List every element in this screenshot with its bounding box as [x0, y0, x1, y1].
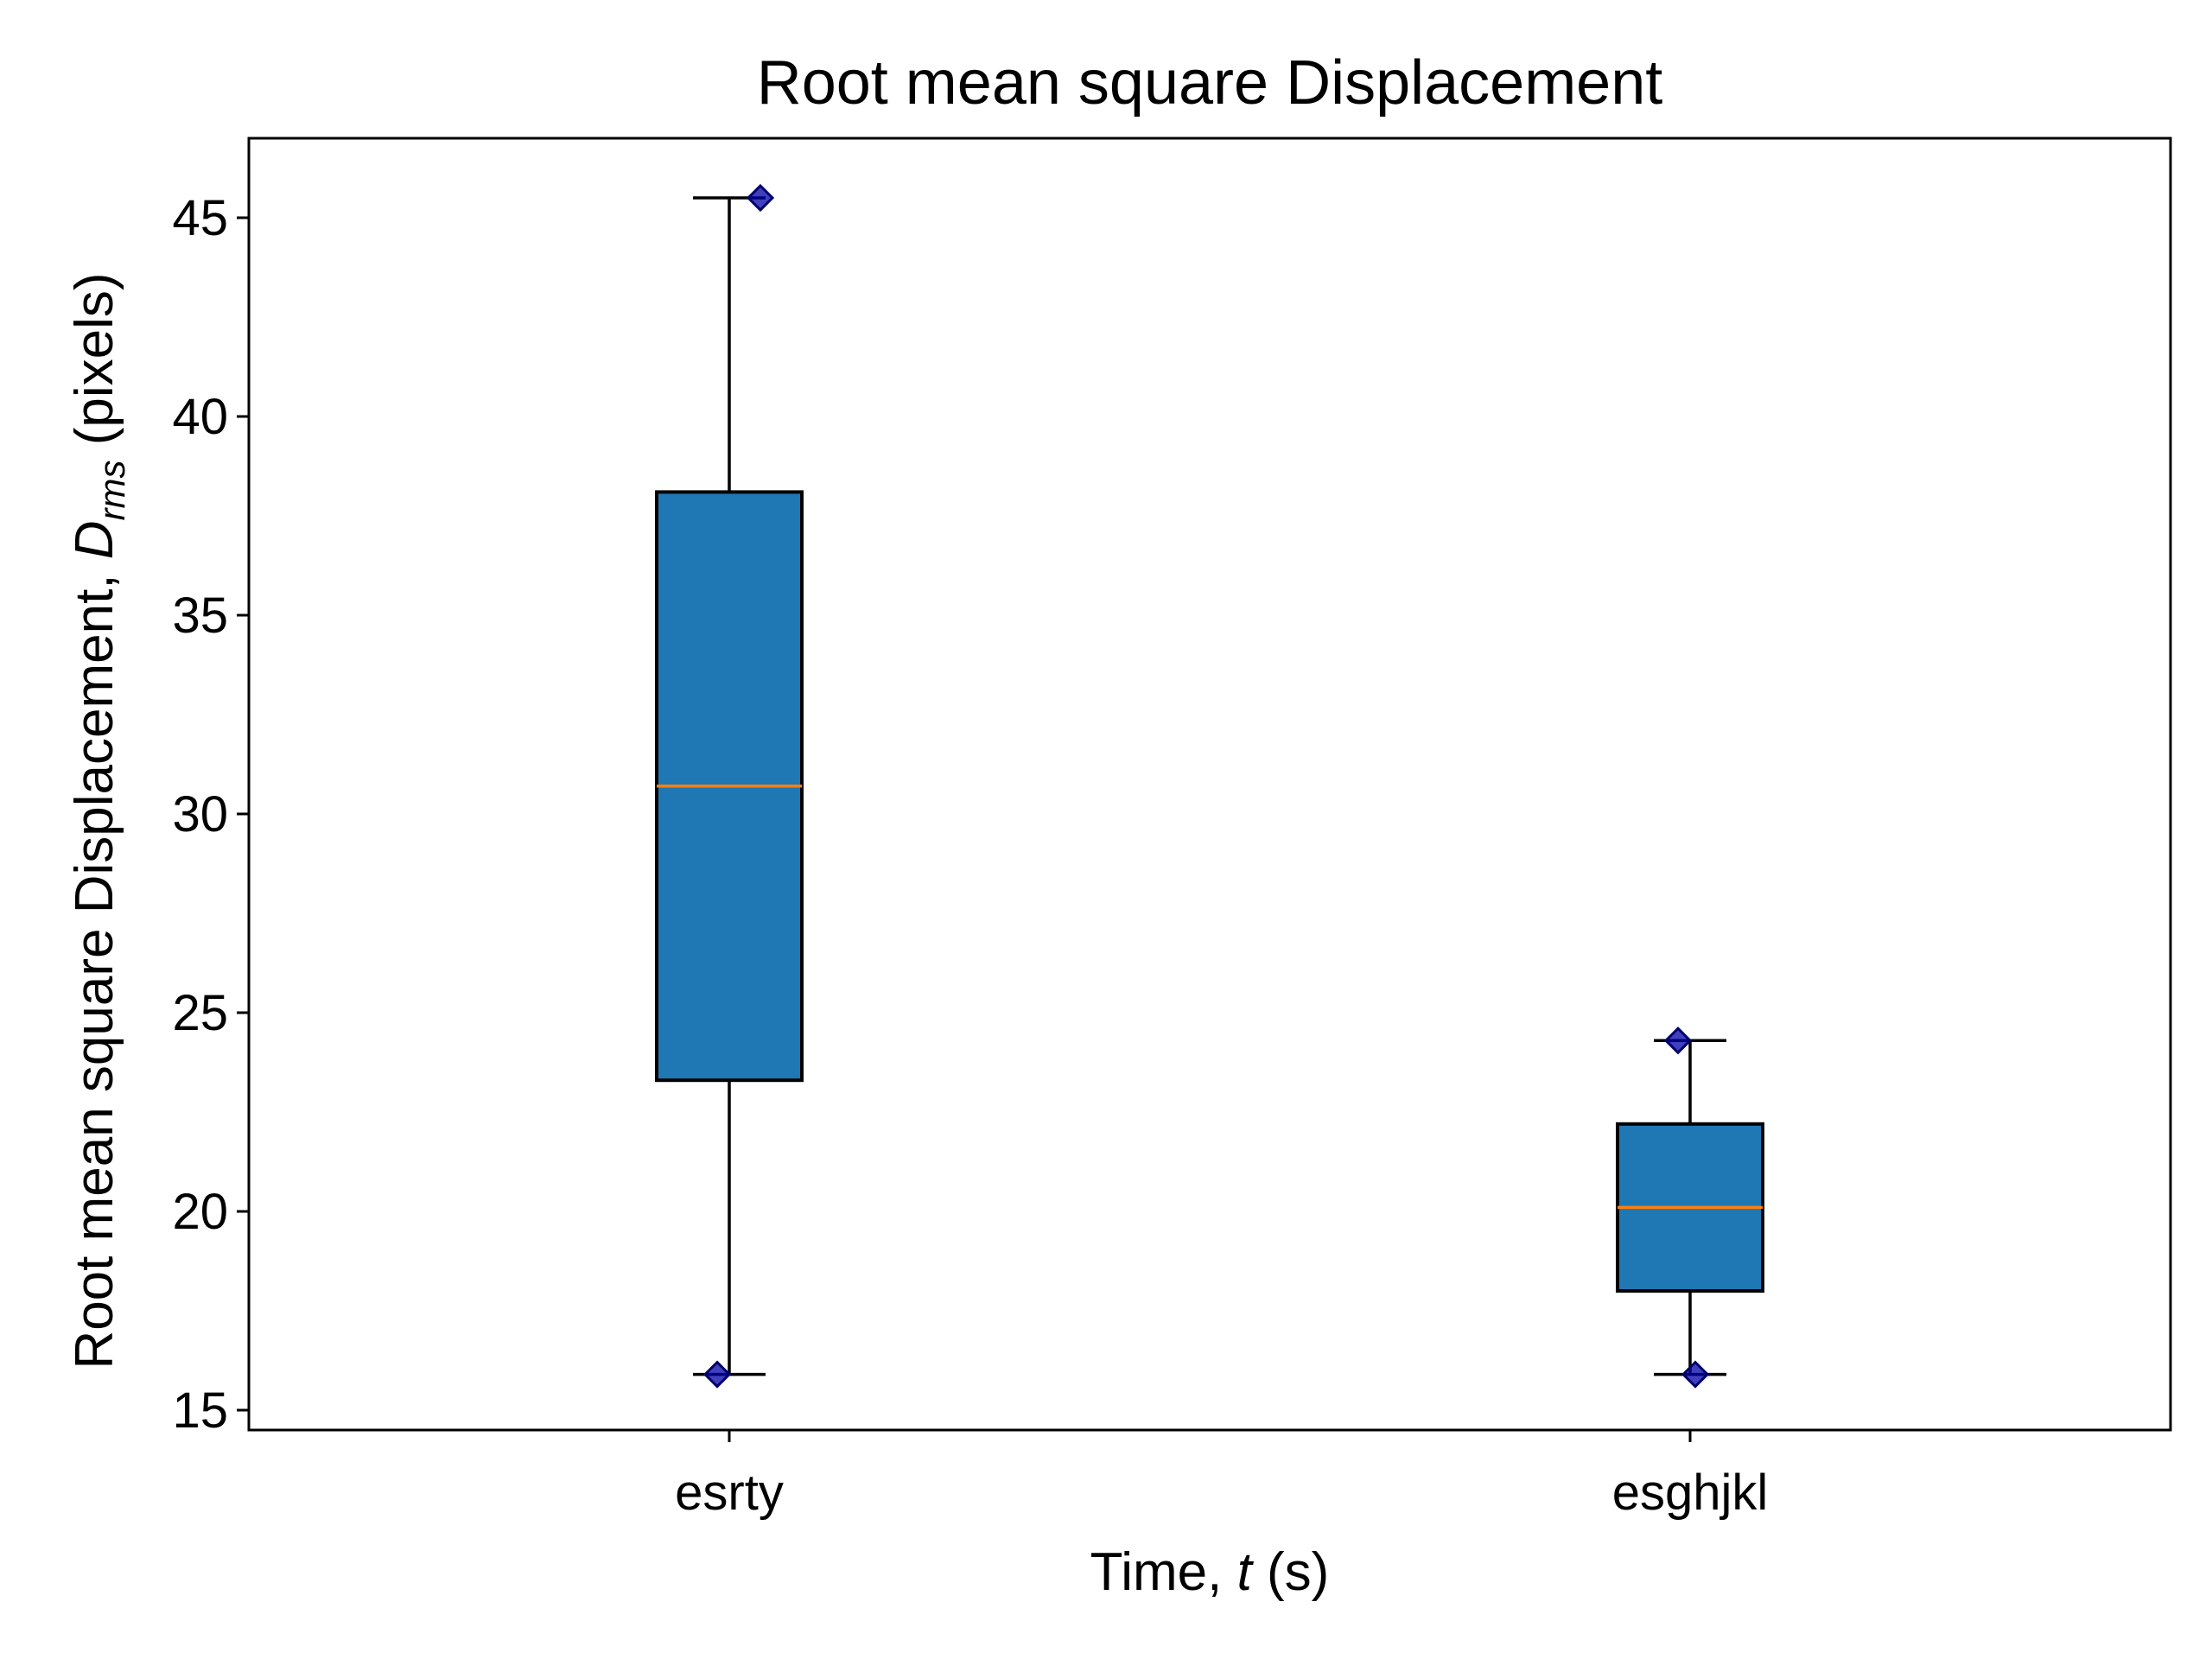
x-tick-label-1: esghjkl — [1612, 1465, 1769, 1521]
box-group-1 — [1616, 1027, 1764, 1389]
x-axis-label: Time, t (s) — [1090, 1542, 1330, 1602]
y-tick-label-6: 45 — [172, 190, 228, 246]
y-tick-label-5: 40 — [172, 389, 228, 445]
y-tick-label-2: 25 — [172, 985, 228, 1041]
data-point-0-1 — [746, 183, 775, 213]
y-axis-label: Root mean square Displacement, Drms (pix… — [65, 272, 132, 1369]
data-point-1-1 — [1663, 1027, 1693, 1055]
box-group-0 — [655, 183, 804, 1389]
y-tick-label-0: 15 — [172, 1382, 228, 1439]
data-point-1-0 — [1681, 1360, 1710, 1389]
x-tick-label-0: esrty — [675, 1465, 784, 1521]
y-tick-label-1: 20 — [172, 1184, 228, 1240]
chart-title: Root mean square Displacement — [757, 48, 1663, 118]
data-point-0-0 — [702, 1360, 732, 1389]
axes-frame — [247, 137, 2172, 1432]
plot-area: 15 20 25 30 35 40 45 esrty esghjkl — [172, 137, 2172, 1521]
y-tick-label-4: 35 — [172, 588, 228, 644]
y-tick-label-3: 30 — [172, 786, 228, 842]
